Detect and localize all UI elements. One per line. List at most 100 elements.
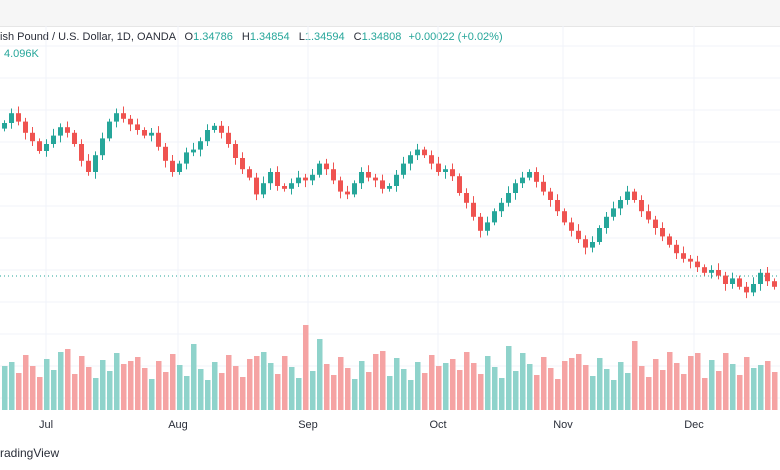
volume-bar xyxy=(436,366,442,410)
candle-body xyxy=(275,172,280,186)
candle-body xyxy=(149,132,154,136)
volume-bar xyxy=(177,365,183,410)
candle-body xyxy=(156,132,161,147)
volume-bar xyxy=(485,356,491,410)
volume-bar xyxy=(583,365,589,410)
volume-bar xyxy=(100,360,106,410)
candle-body xyxy=(709,270,714,273)
month-tick-label: Dec xyxy=(684,419,704,431)
candle-body xyxy=(205,130,210,142)
volume-bar xyxy=(674,363,680,410)
candle-body xyxy=(674,244,679,254)
symbol-legend: ish Pound / U.S. Dollar, 1D, OANDA O1.34… xyxy=(0,31,503,43)
candle-body xyxy=(345,191,350,195)
candle-body xyxy=(100,138,105,156)
volume-bar xyxy=(44,359,50,410)
candle-body xyxy=(422,149,427,156)
volume-bar xyxy=(373,354,379,410)
candle-body xyxy=(485,222,490,231)
month-tick-label: Jul xyxy=(39,419,53,431)
tradingview-logo[interactable]: radingView xyxy=(0,446,59,460)
volume-bar xyxy=(303,325,309,410)
candle-body xyxy=(310,174,315,181)
volume-bar xyxy=(366,372,372,410)
volume-bar xyxy=(184,376,190,410)
candle-body xyxy=(653,219,658,228)
candle-body xyxy=(625,191,630,200)
volume-bar xyxy=(156,361,162,410)
open-label: O xyxy=(184,31,194,43)
volume-bar xyxy=(632,341,638,410)
volume-bar xyxy=(142,368,148,410)
candle-body xyxy=(107,121,112,139)
candle-body xyxy=(289,183,294,189)
volume-bar xyxy=(569,358,575,410)
volume-bar xyxy=(457,370,463,410)
candle-body xyxy=(555,200,560,212)
volume-bar xyxy=(387,376,393,410)
candle-body xyxy=(744,286,749,293)
candle-body xyxy=(30,132,35,142)
volume-bar xyxy=(219,373,225,410)
candle-body xyxy=(520,177,525,184)
volume-bar xyxy=(618,362,624,410)
candle-body xyxy=(527,172,532,178)
volume-bar xyxy=(653,359,659,410)
candle-body xyxy=(506,193,511,203)
candle-body xyxy=(184,152,189,164)
candle-body xyxy=(359,172,364,184)
volume-legend: 4.096K xyxy=(4,48,39,60)
volume-bar xyxy=(499,378,505,410)
volume-bar xyxy=(247,359,253,410)
candle-body xyxy=(583,239,588,248)
candle-body xyxy=(366,172,371,178)
volume-bar xyxy=(723,353,729,410)
volume-bars xyxy=(2,325,778,410)
candle-body xyxy=(16,113,21,122)
volume-bar xyxy=(338,357,344,410)
candle-body xyxy=(429,155,434,164)
volume-bar xyxy=(702,378,708,410)
volume-bar xyxy=(401,369,407,410)
volume-bar xyxy=(422,373,428,410)
volume-bar xyxy=(65,349,71,410)
candle-body xyxy=(590,242,595,248)
candle-body xyxy=(121,113,126,119)
candle-body xyxy=(380,180,385,189)
candle-body xyxy=(191,149,196,153)
candle-body xyxy=(51,135,56,144)
symbol-title[interactable]: ish Pound / U.S. Dollar, 1D, OANDA xyxy=(0,31,176,43)
candle-body xyxy=(618,200,623,209)
time-axis: Jul Aug Sep Oct Nov Dec xyxy=(39,419,704,431)
volume-bar xyxy=(170,354,176,410)
volume-bar xyxy=(198,369,204,410)
volume-bar xyxy=(2,366,8,410)
volume-bar xyxy=(765,361,771,410)
volume-bar xyxy=(639,366,645,410)
candle-body xyxy=(688,258,693,262)
candle-body xyxy=(758,272,763,284)
candle-body xyxy=(702,267,707,273)
volume-bar xyxy=(408,380,414,410)
candle-body xyxy=(282,186,287,189)
volume-bar xyxy=(751,368,757,410)
volume-bar xyxy=(359,361,365,410)
volume-bar xyxy=(135,357,141,410)
candle-body xyxy=(660,228,665,237)
volume-bar xyxy=(86,367,92,410)
volume-bar xyxy=(226,355,232,410)
volume-bar xyxy=(58,352,64,410)
price-chart[interactable]: Jul Aug Sep Oct Nov Dec xyxy=(0,0,780,444)
volume-bar xyxy=(205,380,211,410)
volume-bar xyxy=(282,356,288,410)
candle-body xyxy=(695,261,700,268)
volume-bar xyxy=(492,367,498,410)
volume-bar xyxy=(93,378,99,410)
volume-bar xyxy=(681,374,687,410)
candle-body xyxy=(240,158,245,170)
volume-bar xyxy=(212,362,218,410)
month-tick-label: Oct xyxy=(429,419,446,431)
candle-body xyxy=(464,193,469,203)
volume-bar xyxy=(709,360,715,410)
candle-body xyxy=(177,163,182,172)
